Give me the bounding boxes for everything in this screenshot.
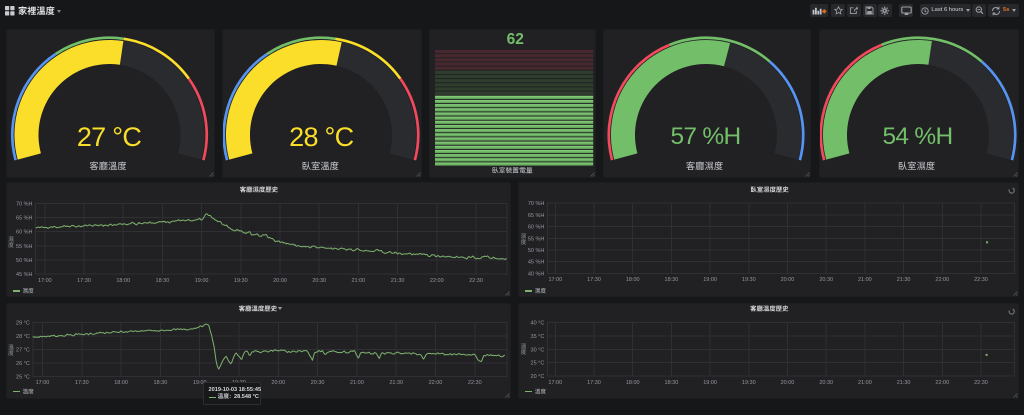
svg-text:17:30: 17:30 — [587, 277, 601, 283]
svg-text:17:30: 17:30 — [74, 380, 88, 386]
svg-text:50 %H: 50 %H — [16, 258, 33, 264]
svg-text:17:30: 17:30 — [587, 379, 601, 385]
svg-text:19:30: 19:30 — [233, 278, 247, 284]
svg-text:21:30: 21:30 — [389, 380, 403, 386]
svg-text:50 %H: 50 %H — [528, 248, 545, 254]
svg-text:45 %H: 45 %H — [528, 260, 545, 266]
svg-text:27 °C: 27 °C — [16, 347, 30, 353]
svg-text:65 %H: 65 %H — [528, 213, 545, 219]
svg-text:19:00: 19:00 — [194, 278, 208, 284]
svg-text:60 %H: 60 %H — [16, 230, 33, 236]
svg-text:17:00: 17:00 — [548, 379, 562, 385]
svg-text:18:30: 18:30 — [155, 278, 169, 284]
svg-text:25 °C: 25 °C — [16, 374, 30, 380]
svg-text:19:00: 19:00 — [703, 277, 717, 283]
svg-text:17:00: 17:00 — [35, 380, 49, 386]
svg-text:70 %H: 70 %H — [16, 201, 33, 207]
svg-text:21:00: 21:00 — [350, 380, 364, 386]
svg-text:19:30: 19:30 — [742, 379, 756, 385]
svg-text:19:00: 19:00 — [192, 380, 206, 386]
svg-text:26 °C: 26 °C — [16, 360, 30, 366]
svg-text:40 %H: 40 %H — [528, 271, 545, 277]
svg-text:20:00: 20:00 — [273, 278, 287, 284]
svg-text:18:00: 18:00 — [114, 380, 128, 386]
svg-text:65 %H: 65 %H — [16, 215, 33, 221]
svg-text:21:30: 21:30 — [897, 277, 911, 283]
svg-text:18:30: 18:30 — [664, 379, 678, 385]
svg-text:22:30: 22:30 — [467, 380, 481, 386]
svg-text:18:00: 18:00 — [626, 277, 640, 283]
svg-text:21:30: 21:30 — [390, 278, 404, 284]
svg-text:20 °C: 20 °C — [530, 374, 544, 380]
svg-text:55 %H: 55 %H — [528, 236, 545, 242]
svg-text:40 °C: 40 °C — [530, 320, 544, 326]
svg-text:22:30: 22:30 — [974, 277, 988, 283]
svg-text:28 °C: 28 °C — [16, 334, 30, 340]
svg-text:18:00: 18:00 — [626, 379, 640, 385]
svg-text:55 %H: 55 %H — [16, 244, 33, 250]
svg-text:21:30: 21:30 — [897, 379, 911, 385]
svg-text:20:00: 20:00 — [780, 277, 794, 283]
svg-text:18:30: 18:30 — [664, 277, 678, 283]
svg-text:17:00: 17:00 — [37, 278, 51, 284]
svg-text:21:00: 21:00 — [858, 277, 872, 283]
svg-text:17:00: 17:00 — [548, 277, 562, 283]
svg-text:22:30: 22:30 — [469, 278, 483, 284]
svg-text:29 °C: 29 °C — [16, 320, 30, 326]
svg-text:30 °C: 30 °C — [530, 347, 544, 353]
svg-text:60 %H: 60 %H — [528, 225, 545, 231]
svg-text:17:30: 17:30 — [77, 278, 91, 284]
svg-text:22:00: 22:00 — [935, 379, 949, 385]
svg-text:19:30: 19:30 — [742, 277, 756, 283]
svg-text:20:00: 20:00 — [271, 380, 285, 386]
svg-text:21:00: 21:00 — [351, 278, 365, 284]
svg-text:20:30: 20:30 — [819, 277, 833, 283]
svg-text:18:30: 18:30 — [153, 380, 167, 386]
svg-text:25 °C: 25 °C — [530, 360, 544, 366]
svg-text:20:30: 20:30 — [819, 379, 833, 385]
svg-text:21:00: 21:00 — [858, 379, 872, 385]
svg-text:45 %H: 45 %H — [16, 272, 33, 278]
svg-text:20:30: 20:30 — [310, 380, 324, 386]
svg-text:19:00: 19:00 — [703, 379, 717, 385]
svg-text:22:30: 22:30 — [974, 379, 988, 385]
svg-text:22:00: 22:00 — [935, 277, 949, 283]
svg-text:35 °C: 35 °C — [530, 333, 544, 339]
svg-text:70 %H: 70 %H — [528, 201, 545, 207]
svg-text:22:00: 22:00 — [428, 380, 442, 386]
svg-text:22:00: 22:00 — [429, 278, 443, 284]
svg-text:18:00: 18:00 — [116, 278, 130, 284]
svg-text:20:00: 20:00 — [780, 379, 794, 385]
svg-text:20:30: 20:30 — [312, 278, 326, 284]
